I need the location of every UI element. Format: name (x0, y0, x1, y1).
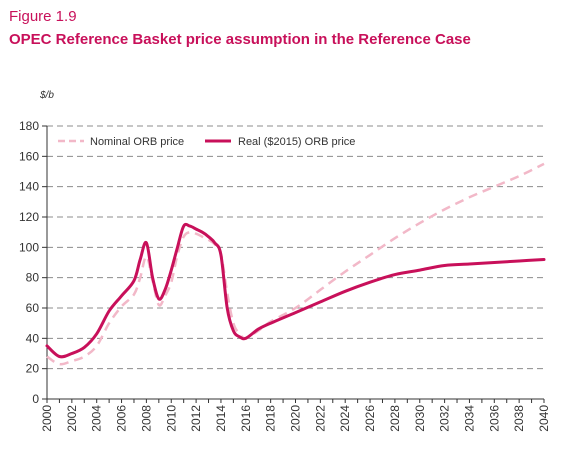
x-tick-label: 2012 (189, 405, 203, 432)
y-tick-label: 40 (26, 331, 40, 345)
x-tick-label: 2004 (90, 405, 104, 432)
axes (42, 125, 545, 403)
y-tick-label: 180 (19, 119, 39, 133)
x-tick-label: 2022 (313, 405, 327, 432)
x-tick-label: 2006 (115, 405, 129, 432)
figure-label: Figure 1.9 (9, 8, 77, 25)
legend-nominal-label: Nominal ORB price (90, 136, 184, 148)
series-lines (45, 162, 546, 366)
x-tick-label: 2034 (462, 405, 476, 432)
x-tick-label: 2026 (363, 405, 377, 432)
x-tick-label: 2028 (388, 405, 402, 432)
y-tick-label: 120 (19, 210, 39, 224)
real-orb-price-line (45, 222, 546, 359)
legend: Nominal ORB price Real ($2015) ORB price (58, 136, 355, 148)
x-tick-label: 2038 (512, 405, 526, 432)
y-tick-label: 140 (19, 180, 39, 194)
y-tick-label: 100 (19, 240, 39, 254)
y-tick-label: 0 (32, 392, 39, 406)
x-tick-label: 2000 (40, 405, 54, 432)
y-tick-label: 160 (19, 149, 39, 163)
x-tick-labels: 2000 2002 2004 2006 2008 2010 2012 2014 2016 2018… (40, 405, 551, 432)
y-tick-labels: 0 20 40 60 80 100 120 140 160 180 (19, 119, 39, 406)
x-tick-label: 2008 (139, 405, 153, 432)
x-tick-label: 2002 (65, 405, 79, 432)
x-tick-label: 2030 (413, 405, 427, 432)
x-tick-label: 2018 (264, 405, 278, 432)
y-tick-label: 20 (26, 362, 40, 376)
x-tick-label: 2016 (239, 405, 253, 432)
y-tick-label: 80 (26, 271, 40, 285)
y-axis-label: $/b (39, 90, 54, 101)
nominal-orb-price-line (46, 162, 545, 366)
chart-title: OPEC Reference Basket price assumption i… (9, 31, 471, 48)
x-tick-label: 2024 (338, 405, 352, 432)
x-tick-label: 2040 (537, 405, 551, 432)
x-tick-label: 2010 (164, 405, 178, 432)
x-tick-label: 2036 (487, 405, 501, 432)
x-tick-label: 2032 (438, 405, 452, 432)
x-tick-label: 2014 (214, 405, 228, 432)
x-tick-label: 2020 (289, 405, 303, 432)
y-tick-label: 60 (26, 301, 40, 315)
grid-lines (47, 125, 544, 370)
legend-real-label: Real ($2015) ORB price (238, 136, 355, 148)
